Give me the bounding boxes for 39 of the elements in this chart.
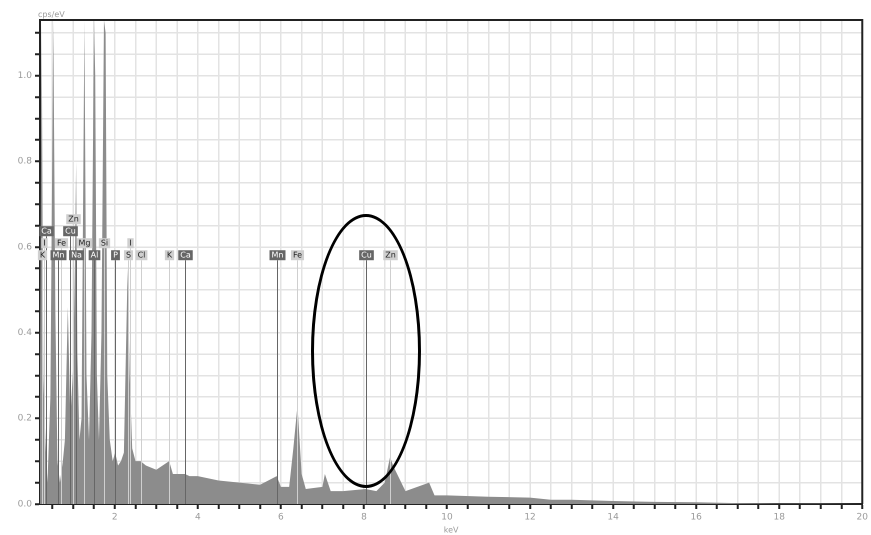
y-tick-label: 0.8 <box>18 156 32 167</box>
ref-line-label: Zn <box>385 250 396 260</box>
x-axis-title: keV <box>444 525 460 534</box>
x-tick-label: 14 <box>607 512 620 523</box>
x-tick-label: 12 <box>524 512 536 523</box>
ref-line-label: Fe <box>56 238 66 248</box>
ref-line-label: I <box>129 238 132 248</box>
ref-line-label: Mn <box>272 250 284 260</box>
x-tick-label: 20 <box>856 512 868 523</box>
y-tick-label: 1.0 <box>18 71 32 82</box>
ref-line-label: Mn <box>52 250 64 260</box>
ref-line-label: Mg <box>78 238 90 248</box>
ref-line-label: Ca <box>180 250 191 260</box>
ref-line-label: K <box>166 250 173 260</box>
x-tick-label: 18 <box>773 512 786 523</box>
ref-line-label: Cu <box>65 226 76 236</box>
x-tick-label: 10 <box>441 512 453 523</box>
ref-line-label: Na <box>71 250 82 260</box>
y-tick-label: 0.0 <box>18 499 32 510</box>
y-tick-label: 0.4 <box>18 328 32 338</box>
ref-line-label: S <box>126 250 132 260</box>
ref-line-label: P <box>113 250 118 260</box>
x-tick-label: 4 <box>194 512 201 523</box>
y-tick-label: 0.2 <box>18 414 32 424</box>
x-tick-label: 8 <box>361 512 368 523</box>
ref-line-label: K <box>40 250 46 260</box>
ref-line-label: Zn <box>68 214 79 224</box>
ref-line-label: Fe <box>292 250 302 260</box>
ref-line-label: Si <box>100 238 108 248</box>
ref-line-label: Cl <box>138 250 146 260</box>
x-tick-label: 16 <box>690 512 702 523</box>
x-tick-label: 6 <box>278 512 284 523</box>
ref-line-label: I <box>43 238 46 248</box>
ref-line-label: Ca <box>41 226 52 236</box>
ref-line-label: Cu <box>361 250 372 260</box>
x-tick-label: 2 <box>112 512 118 523</box>
y-axis-title: cps/eV <box>38 10 66 20</box>
ref-line-label: Al <box>90 250 98 260</box>
y-tick-label: 0.6 <box>18 242 32 252</box>
